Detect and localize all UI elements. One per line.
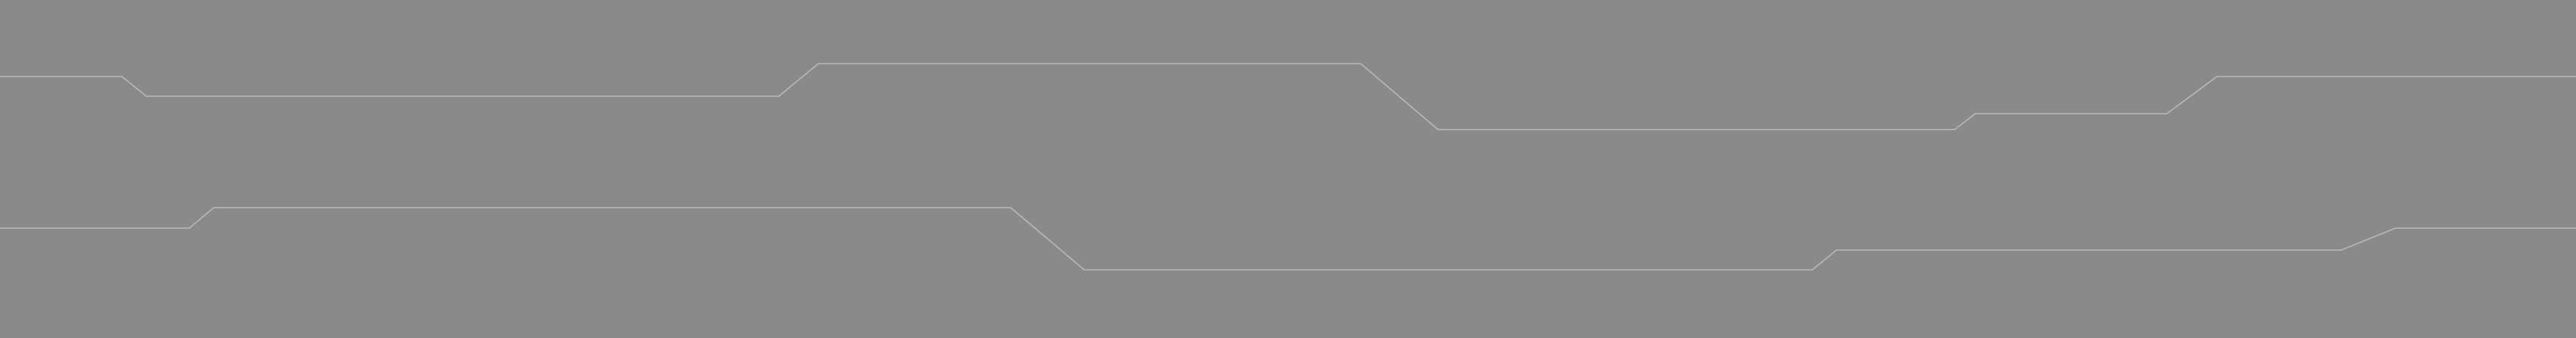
lower-trace-line [0, 207, 2576, 271]
upper-trace-line [0, 63, 2576, 130]
